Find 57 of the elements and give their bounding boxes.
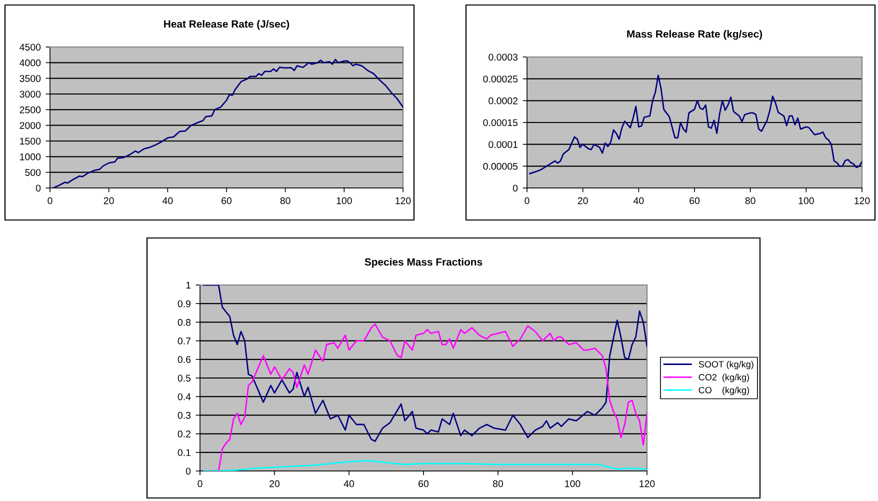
x-tick-label: 100 <box>336 197 352 204</box>
y-tick-label: 0.9 <box>178 300 191 308</box>
x-tick-label: 40 <box>162 197 173 204</box>
y-tick-label: 0.5 <box>178 374 191 382</box>
x-tick-label: 100 <box>798 197 814 204</box>
y-tick-label: 3500 <box>20 75 41 82</box>
x-tick-label: 80 <box>745 197 756 204</box>
y-tick-label: 500 <box>25 169 41 176</box>
x-tick-label: 80 <box>493 480 504 488</box>
chart-title: Heat Release Rate (J/sec) <box>164 20 290 30</box>
line-series <box>203 285 647 442</box>
y-tick-label: 1000 <box>20 153 41 160</box>
y-tick-label: 4000 <box>20 59 41 66</box>
y-tick-label: 0.0002 <box>488 97 518 104</box>
y-tick-label: 0.0003 <box>488 54 518 61</box>
y-tick-label: 3000 <box>20 90 41 98</box>
x-tick-label: 20 <box>578 197 588 204</box>
y-tick-label: 4500 <box>20 44 41 51</box>
y-tick-label: 0 <box>186 468 191 475</box>
y-tick-label: 0.1 <box>178 449 190 456</box>
x-tick-label: 60 <box>222 197 232 204</box>
y-tick-label: 0.00005 <box>483 162 518 170</box>
y-tick-label: 0 <box>512 184 518 192</box>
chart-title: Species Mass Fractions <box>364 258 482 268</box>
y-tick-label: 1 <box>186 282 190 289</box>
x-tick-label: 40 <box>344 480 354 488</box>
y-tick-label: 0.7 <box>178 338 190 344</box>
y-tick-label: 0 <box>36 184 41 192</box>
x-tick-label: 60 <box>418 480 429 488</box>
x-tick-label: 20 <box>104 197 114 204</box>
x-tick-label: 40 <box>633 197 644 204</box>
legend-label: CO (kg/kg) <box>698 386 749 396</box>
x-tick-label: 100 <box>565 480 580 488</box>
line-series <box>203 460 647 471</box>
legend-label: SOOT (kg/kg) <box>698 360 754 370</box>
y-tick-label: 0.2 <box>178 430 190 438</box>
y-tick-label: 2000 <box>20 122 41 129</box>
x-tick-label: 20 <box>270 480 280 488</box>
y-tick-label: 0.3 <box>178 412 191 419</box>
y-tick-label: 0.8 <box>178 318 191 326</box>
x-tick-label: 0 <box>48 197 52 204</box>
y-tick-label: 0.00025 <box>483 76 518 82</box>
y-tick-label: 0.00015 <box>483 119 518 126</box>
x-tick-label: 120 <box>396 197 411 204</box>
x-tick-label: 60 <box>690 197 700 204</box>
chart-title: Mass Release Rate (kg/sec) <box>627 30 762 40</box>
x-tick-label: 120 <box>854 197 870 204</box>
x-tick-label: 120 <box>640 480 655 488</box>
x-tick-label: 80 <box>280 197 290 204</box>
y-tick-label: 0.0001 <box>488 141 518 148</box>
y-tick-label: 0.6 <box>178 356 191 364</box>
y-tick-label: 0.4 <box>178 393 191 400</box>
x-tick-label: 0 <box>198 480 202 488</box>
legend-label: CO2 (kg/kg) <box>698 374 749 382</box>
y-tick-label: 2500 <box>20 106 41 114</box>
x-tick-label: 0 <box>524 197 530 204</box>
y-tick-label: 1500 <box>20 138 41 145</box>
